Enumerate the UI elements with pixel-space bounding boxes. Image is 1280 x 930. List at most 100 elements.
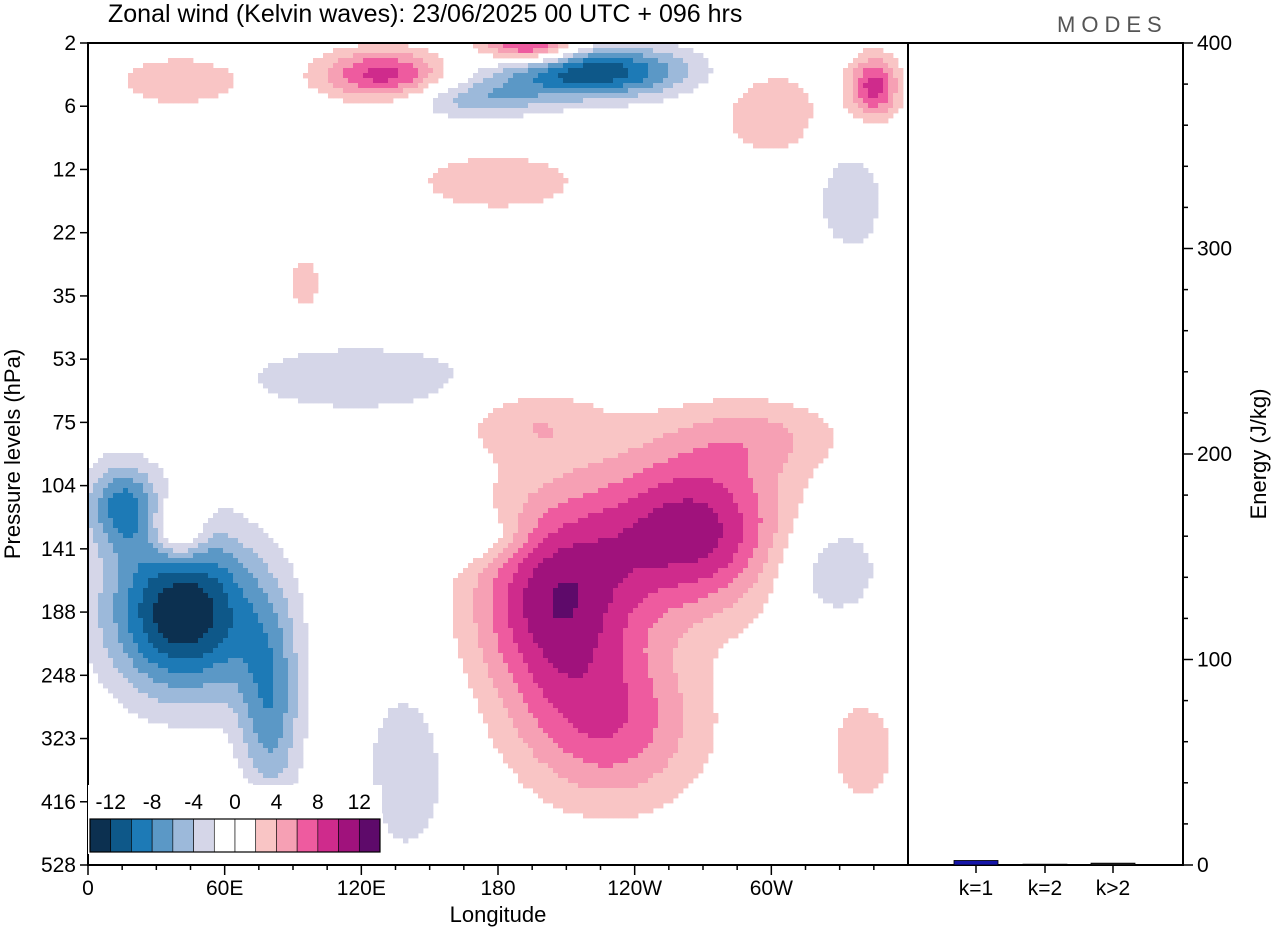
heatmap-cell [513,183,519,189]
heatmap-cell [513,73,519,79]
heatmap-cell [668,48,674,54]
heatmap-cell [688,533,694,539]
heatmap-cell [743,518,749,524]
heatmap-cell [573,433,579,439]
heatmap-cell [668,548,674,554]
heatmap-cell [838,183,844,189]
heatmap-cell [143,538,149,544]
heatmap-cell [568,573,574,579]
heatmap-cell [183,568,189,574]
heatmap-cell [658,448,664,454]
heatmap-cell [248,573,254,579]
heatmap-cell [723,493,729,499]
heatmap-cell [748,528,754,534]
heatmap-cell [643,413,649,419]
heatmap-cell [408,48,414,54]
heatmap-cell [513,463,519,469]
heatmap-cell [148,78,154,84]
heatmap-cell [508,63,514,69]
heatmap-cell [638,53,644,59]
heatmap-cell [408,353,414,359]
heatmap-cell [368,58,374,64]
heatmap-cell [103,533,109,539]
heatmap-cell [633,483,639,489]
heatmap-cell [103,453,109,459]
heatmap-cell [543,108,549,114]
heatmap-cell [703,443,709,449]
heatmap-cell [623,508,629,514]
heatmap-cell [803,98,809,104]
heatmap-cell [543,178,549,184]
heatmap-cell [383,68,389,74]
heatmap-cell [308,358,314,364]
heatmap-cell [563,438,569,444]
heatmap-cell [488,98,494,104]
heatmap-cell [598,413,604,419]
heatmap-cell [668,413,674,419]
heatmap-cell [143,493,149,499]
heatmap-cell [238,548,244,554]
heatmap-cell [328,93,334,99]
heatmap-cell [323,73,329,79]
heatmap-cell [268,548,274,554]
heatmap-cell [398,83,404,89]
heatmap-cell [878,88,884,94]
heatmap-cell [513,478,519,484]
heatmap-cell [473,108,479,114]
heatmap-cell [538,48,544,54]
heatmap-cell [538,173,544,179]
heatmap-cell [773,103,779,109]
heatmap-cell [323,383,329,389]
heatmap-cell [288,568,294,574]
heatmap-cell [638,563,644,569]
heatmap-cell [503,63,509,69]
heatmap-cell [593,458,599,464]
heatmap-cell [588,548,594,554]
heatmap-cell [123,498,129,504]
heatmap-cell [693,518,699,524]
heatmap-cell [583,493,589,499]
heatmap-cell [788,403,794,409]
heatmap-cell [513,548,519,554]
heatmap-cell [223,528,229,534]
heatmap-cell [588,563,594,569]
heatmap-cell [128,453,134,459]
heatmap-cell [533,533,539,539]
heatmap-cell [153,68,159,74]
heatmap-cell [508,418,514,424]
heatmap-cell [573,438,579,444]
heatmap-cell [783,488,789,494]
heatmap-cell [468,88,474,94]
heatmap-cell [563,498,569,504]
heatmap-cell [303,358,309,364]
heatmap-cell [768,448,774,454]
heatmap-cell [203,563,209,569]
heatmap-cell [843,553,849,559]
heatmap-cell [563,433,569,439]
heatmap-cell [353,73,359,79]
heatmap-cell [848,108,854,114]
heatmap-cell [223,538,229,544]
heatmap-cell [693,423,699,429]
heatmap-cell [588,508,594,514]
heatmap-cell [88,548,94,554]
heatmap-cell [858,98,864,104]
heatmap-cell [578,438,584,444]
heatmap-cell [788,133,794,139]
heatmap-cell [523,443,529,449]
heatmap-cell [663,503,669,509]
heatmap-cell [518,563,524,569]
heatmap-cell [288,358,294,364]
heatmap-cell [683,478,689,484]
heatmap-cell [318,68,324,74]
heatmap-cell [508,503,514,509]
heatmap-cell [648,73,654,79]
heatmap-cell [793,483,799,489]
heatmap-cell [678,413,684,419]
heatmap-cell [103,493,109,499]
heatmap-cell [743,513,749,519]
heatmap-cell [843,168,849,174]
heatmap-cell [583,563,589,569]
heatmap-cell [663,63,669,69]
